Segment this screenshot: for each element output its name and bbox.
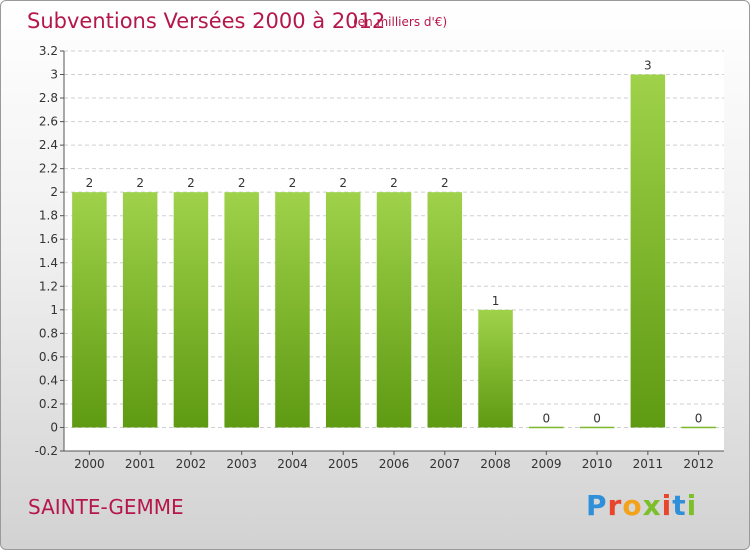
- bar-value-label: 2: [339, 176, 347, 190]
- x-tick-label: 2010: [582, 457, 613, 471]
- bar-value-label: 2: [441, 176, 449, 190]
- y-tick-label: 0.6: [39, 350, 58, 364]
- brand-letter: i: [661, 489, 673, 522]
- x-tick-label: 2009: [531, 457, 562, 471]
- x-tick-label: 2004: [277, 457, 308, 471]
- bar-2002: [173, 192, 209, 428]
- brand-letter: t: [672, 489, 687, 522]
- bar-value-label: 0: [593, 411, 601, 425]
- y-tick-label: 2.2: [39, 162, 58, 176]
- y-tick-label: 2.8: [39, 91, 58, 105]
- brand-letter: P: [586, 489, 608, 522]
- bar-2012: [681, 426, 716, 429]
- bar-2001: [122, 192, 158, 428]
- y-tick-label: 1.6: [39, 232, 58, 246]
- bar-value-label: 0: [695, 411, 703, 425]
- bar-value-label: 1: [492, 294, 500, 308]
- x-tick-label: 2008: [480, 457, 511, 471]
- bar-value-label: 2: [86, 176, 94, 190]
- y-tick-label: 0: [50, 420, 58, 434]
- x-tick-label: 2002: [176, 457, 207, 471]
- chart-unit: (en milliers d'€): [353, 15, 448, 29]
- y-tick-label: 2.6: [39, 115, 58, 129]
- x-tick-label: 2003: [226, 457, 257, 471]
- bar-value-label: 0: [542, 411, 550, 425]
- brand-letter: i: [686, 489, 698, 522]
- y-tick-label: 3.2: [39, 44, 58, 58]
- bar-2005: [325, 192, 361, 428]
- bar-value-label: 2: [136, 176, 144, 190]
- bar-2004: [275, 192, 310, 428]
- bar-2009: [529, 426, 564, 429]
- y-tick-label: 0.4: [39, 373, 58, 387]
- bar-2003: [224, 192, 259, 428]
- bar-2006: [376, 192, 412, 428]
- bar-value-label: 2: [238, 176, 246, 190]
- x-tick-label: 2007: [429, 457, 460, 471]
- bar-value-label: 2: [289, 176, 297, 190]
- brand-letter: r: [607, 489, 623, 522]
- brand-letter: o: [622, 489, 643, 522]
- y-tick-label: 0.8: [39, 326, 58, 340]
- y-tick-label: 2: [50, 185, 58, 199]
- y-tick-label: 1: [50, 303, 58, 317]
- y-tick-label: 1.2: [39, 279, 58, 293]
- bar-2011: [630, 74, 666, 428]
- x-tick-label: 2012: [683, 457, 714, 471]
- bar-2010: [579, 426, 615, 429]
- bar-2008: [478, 309, 513, 428]
- x-tick-label: 2006: [379, 457, 410, 471]
- bar-2007: [427, 192, 463, 428]
- commune-name: SAINTE-GEMME: [28, 495, 184, 519]
- bar-value-label: 2: [187, 176, 195, 190]
- x-tick-label: 2000: [74, 457, 105, 471]
- brand-letter: x: [642, 489, 662, 522]
- x-tick-label: 2001: [125, 457, 156, 471]
- y-tick-label: 1.4: [39, 256, 58, 270]
- bar-value-label: 3: [644, 59, 652, 73]
- y-tick-label: 0.2: [39, 397, 58, 411]
- bar-value-label: 2: [390, 176, 398, 190]
- proxiti-logo: Proxiti: [586, 489, 697, 522]
- y-tick-label: 3: [50, 68, 58, 82]
- y-tick-label: -0.2: [35, 444, 58, 458]
- x-tick-label: 2005: [328, 457, 359, 471]
- y-tick-label: 2.4: [39, 138, 58, 152]
- y-tick-label: 1.8: [39, 209, 58, 223]
- bar-2000: [72, 192, 107, 428]
- chart-title: Subventions Versées 2000 à 2012: [27, 9, 386, 33]
- x-tick-label: 2011: [633, 457, 664, 471]
